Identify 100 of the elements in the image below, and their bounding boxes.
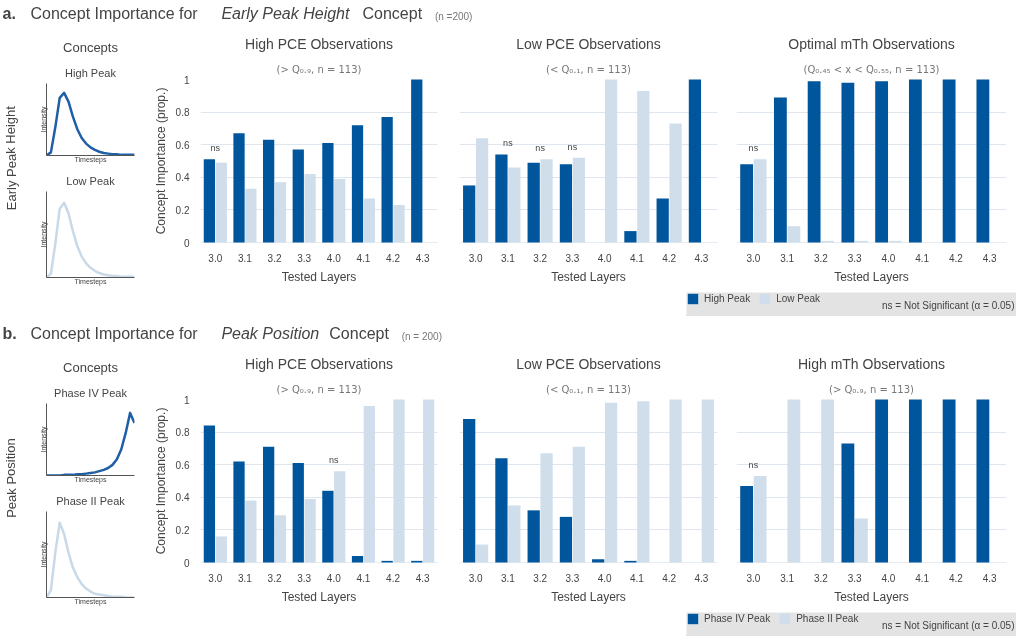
bar [572, 446, 585, 563]
x-tick-label: 4.1 [356, 252, 371, 264]
bar [604, 402, 618, 563]
text: Concept Importance for [30, 324, 199, 342]
bar [263, 139, 275, 243]
y-tick-label: 0 [183, 557, 190, 569]
x-tick-label: 4.1 [356, 572, 371, 584]
bar [495, 154, 508, 243]
bar [245, 188, 257, 243]
legend-label: Phase II Peak [796, 613, 859, 624]
bar [527, 162, 540, 243]
x-tick-label: 4.0 [597, 572, 613, 584]
chart-title: Low PCE Observations [516, 355, 661, 372]
annotation: ns [503, 138, 514, 149]
x-tick-label: 3.0 [208, 252, 223, 264]
bar [942, 399, 956, 563]
text: Peak Position [3, 438, 19, 518]
bar [841, 443, 855, 563]
chart-title: High Peak [65, 66, 117, 79]
x-tick-label: 3.1 [500, 572, 516, 584]
chart-title: High mTh Observations [797, 355, 946, 372]
bar [292, 149, 304, 243]
x-tick-label: 3.3 [565, 252, 580, 264]
text: Early Peak Height [3, 105, 19, 211]
bar [656, 198, 669, 243]
x-tick-label: 4.2 [386, 572, 401, 584]
x-tick-label: 3.1 [780, 572, 795, 584]
chart-subtitle: (Q₀.₄₅ < x < Q₀.₅₅, n = 113) [803, 63, 940, 75]
bar [976, 79, 990, 243]
bar [203, 159, 216, 243]
bar [753, 476, 767, 563]
bar [807, 81, 821, 243]
bar [559, 164, 573, 243]
text: ns = Not Significant (α = 0.05) [881, 619, 1015, 631]
bar [304, 498, 316, 563]
bar [304, 174, 316, 243]
x-tick-label: 4.3 [694, 252, 709, 264]
x-tick-label: 3.2 [813, 572, 829, 584]
legend-label: High Peak [704, 293, 751, 304]
x-tick-label: 4.3 [415, 252, 431, 264]
chart-subtitle: (> Q₀.₉, n = 113) [276, 63, 362, 75]
y-tick-label: 0.8 [175, 107, 190, 119]
bar [351, 125, 364, 243]
bar [263, 446, 275, 563]
bar [976, 399, 990, 563]
x-tick-label: 4.0 [326, 252, 342, 264]
text: Early Peak Height [221, 4, 351, 22]
text: ns = Not Significant (α = 0.05) [881, 299, 1015, 311]
x-tick-label: 4.2 [662, 252, 677, 264]
y-axis-title: Concept Importance (prop.) [153, 87, 168, 235]
x-tick-label: 4.0 [881, 252, 896, 264]
x-tick-label: 3.3 [847, 572, 863, 584]
chart-subtitle: (< Q₀.₁, n = 113) [546, 63, 632, 75]
x-tick-label: 3.2 [267, 572, 282, 584]
bar [787, 226, 801, 243]
y-axis-title: Concept Importance (prop.) [153, 407, 168, 555]
chart-title: Low Peak [66, 174, 116, 187]
x-tick-label: 3.2 [533, 252, 548, 264]
y-tick-label: 0.8 [175, 427, 190, 439]
bar [821, 399, 835, 563]
x-tick-label: 4.2 [948, 572, 964, 584]
text: Concept [329, 324, 390, 342]
text: Concept [362, 4, 423, 22]
bar [942, 79, 956, 243]
y-tick-label: 0.6 [175, 139, 190, 151]
x-tick-label: 4.3 [415, 572, 431, 584]
bar [463, 185, 476, 243]
bar [475, 544, 489, 563]
x-tick-label: 3.0 [746, 572, 761, 584]
chart-subtitle: (< Q₀.₁, n = 113) [546, 383, 632, 395]
bar [637, 90, 650, 243]
text: (n =200) [434, 10, 473, 22]
bar [908, 79, 922, 243]
chart-subtitle: (> Q₀.₉, n = 113) [276, 383, 362, 395]
bar [411, 79, 423, 243]
bar [215, 162, 227, 243]
chart-title: High PCE Observations [245, 35, 393, 52]
x-tick-label: 3.0 [468, 572, 484, 584]
x-tick-label: 3.3 [847, 252, 863, 264]
bar [475, 138, 489, 243]
annotation: ns [210, 143, 221, 154]
x-tick-label: 4.1 [629, 572, 645, 584]
x-axis-title: Tested Layers [551, 589, 626, 604]
bar [393, 205, 405, 243]
x-tick-label: 3.2 [267, 252, 282, 264]
x-tick-label: 4.0 [326, 572, 342, 584]
bar [363, 198, 375, 243]
y-tick-label: 0.2 [175, 524, 190, 536]
bar [669, 399, 682, 563]
bar [508, 505, 521, 563]
x-tick-label: 3.0 [468, 252, 484, 264]
chart-title: Optimal mTh Observations [788, 35, 955, 52]
bar [753, 159, 767, 243]
bar [292, 463, 304, 563]
x-tick-label: 4.1 [915, 252, 930, 264]
annotation: ns [535, 143, 546, 154]
bar [740, 485, 754, 563]
bar [508, 167, 521, 243]
bar [203, 425, 216, 563]
x-tick-label: 3.2 [813, 252, 829, 264]
